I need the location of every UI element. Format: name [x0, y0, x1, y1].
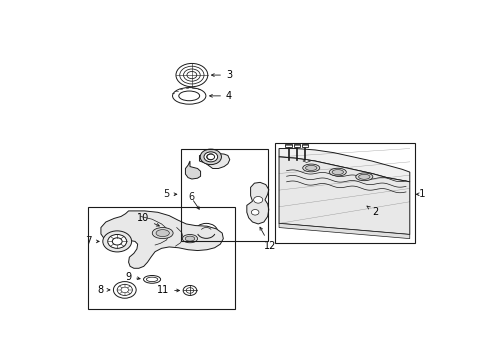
Circle shape: [186, 288, 193, 293]
Bar: [293, 144, 299, 147]
Bar: [275, 143, 415, 243]
Circle shape: [112, 238, 122, 245]
Polygon shape: [279, 149, 409, 182]
Circle shape: [176, 63, 207, 87]
Text: 1: 1: [418, 189, 425, 199]
Ellipse shape: [355, 173, 372, 181]
Ellipse shape: [143, 275, 160, 283]
Polygon shape: [185, 161, 200, 179]
Text: 4: 4: [209, 91, 232, 101]
Circle shape: [113, 282, 136, 298]
Text: 7: 7: [84, 237, 91, 246]
Bar: [285, 144, 291, 147]
Polygon shape: [199, 153, 229, 168]
Ellipse shape: [179, 91, 199, 101]
Polygon shape: [101, 211, 223, 268]
Ellipse shape: [182, 234, 197, 243]
Ellipse shape: [185, 236, 194, 241]
Circle shape: [253, 197, 262, 203]
Polygon shape: [246, 183, 268, 224]
Circle shape: [206, 154, 214, 159]
Ellipse shape: [328, 168, 346, 176]
Circle shape: [117, 284, 132, 296]
Text: 3: 3: [211, 70, 232, 80]
Circle shape: [200, 149, 221, 165]
Circle shape: [121, 287, 128, 293]
Ellipse shape: [156, 230, 169, 237]
Ellipse shape: [152, 228, 173, 239]
Circle shape: [195, 223, 217, 240]
Ellipse shape: [172, 87, 205, 104]
Circle shape: [107, 234, 126, 248]
Bar: [302, 144, 307, 147]
Ellipse shape: [305, 166, 316, 170]
Text: 9: 9: [125, 271, 140, 282]
Text: 8: 8: [97, 285, 109, 295]
Polygon shape: [279, 157, 409, 234]
Circle shape: [251, 210, 259, 215]
Ellipse shape: [302, 164, 319, 172]
Text: 6: 6: [188, 192, 194, 202]
Circle shape: [102, 231, 131, 252]
Circle shape: [199, 227, 213, 237]
Circle shape: [203, 152, 217, 162]
Bar: [180, 149, 267, 242]
Ellipse shape: [358, 174, 369, 179]
Circle shape: [183, 285, 196, 296]
Text: 2: 2: [366, 206, 377, 217]
Text: 5: 5: [163, 189, 169, 199]
Text: 10: 10: [137, 213, 159, 226]
Polygon shape: [302, 159, 310, 162]
Ellipse shape: [331, 170, 343, 175]
Ellipse shape: [146, 277, 158, 282]
Text: 12: 12: [260, 227, 276, 251]
Polygon shape: [279, 223, 409, 239]
Bar: [87, 207, 235, 309]
Text: 11: 11: [157, 285, 179, 296]
